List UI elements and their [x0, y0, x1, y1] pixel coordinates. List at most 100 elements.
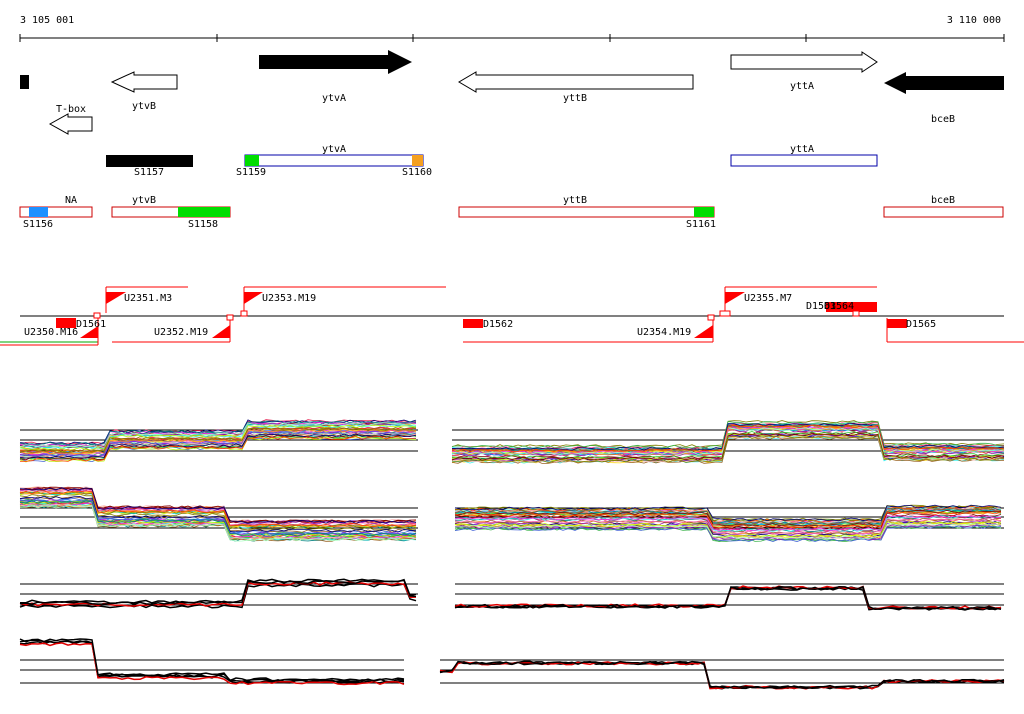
promoter-u2351-flag-icon[interactable]: [106, 292, 126, 304]
expression-trace: [19, 429, 417, 456]
expression-trace: [439, 660, 1005, 690]
feature-d1561-label: D1561: [76, 319, 106, 330]
feature-d1562-block[interactable]: [463, 319, 483, 328]
expression-trace: [451, 436, 1005, 464]
expression-trace: [19, 424, 417, 451]
expression-trace: [454, 507, 1002, 525]
expression-trace: [19, 493, 417, 531]
segment-s1156-label: S1156: [23, 219, 53, 230]
expression-trace: [19, 500, 417, 537]
expression-trace: [19, 500, 417, 538]
segment-yttB-box-label: yttB: [563, 195, 587, 206]
expression-trace: [19, 491, 417, 528]
segment-s1161[interactable]: [694, 207, 714, 217]
expression-trace: [19, 583, 417, 609]
gene-bceB-arrow[interactable]: [884, 72, 1004, 94]
terminator-hairpin-icon: [719, 310, 731, 317]
expression-trace: [439, 660, 1005, 690]
terminator-hairpin-icon: [852, 310, 860, 317]
expression-trace: [454, 515, 1002, 532]
segment-s1159[interactable]: [245, 155, 259, 166]
terminator-hairpin-icon: [240, 310, 248, 317]
feature-u2351-label: U2351.M3: [124, 293, 172, 304]
segment-s1157-label: S1157: [134, 167, 164, 178]
terminator-hairpin-icon: [93, 312, 101, 319]
feature-d1565-block[interactable]: [887, 319, 907, 328]
expression-trace: [19, 491, 417, 528]
gene-yttB-arrow[interactable]: [458, 71, 694, 93]
left-gene-stub[interactable]: [20, 75, 29, 89]
gene-bceB-label: bceB: [931, 114, 955, 125]
segment-s1158[interactable]: [178, 207, 230, 217]
expression-trace: [19, 579, 417, 605]
gene-yttA-arrow[interactable]: [730, 51, 878, 73]
expression-trace: [454, 511, 1002, 529]
terminator-hairpin-icon: [226, 314, 234, 321]
promoter-u2352-flag-icon[interactable]: [212, 325, 230, 338]
coordinate-ruler: 3 105 001 3 110 000: [19, 15, 1005, 42]
expression-trace: [451, 431, 1005, 459]
gene-ytvB-arrow[interactable]: [110, 71, 178, 93]
expression-trace: [20, 435, 417, 462]
feature-d1563-block[interactable]: [826, 302, 877, 312]
expression-trace: [19, 581, 417, 607]
gene-ytvA-label: ytvA: [322, 93, 346, 104]
segment-yttA-box[interactable]: [730, 154, 878, 167]
expression-trace: [19, 578, 417, 604]
segment-s1158-label: S1158: [188, 219, 218, 230]
feature-d1565-label: D1565: [906, 319, 936, 330]
expression-trace: [19, 490, 417, 527]
gene-ytvA-arrow[interactable]: [259, 50, 412, 74]
segment-ytvA-box-label: ytvA: [322, 144, 346, 155]
expression-trace: [451, 424, 1005, 453]
feature-d1563-label: D1563: [806, 301, 836, 312]
expression-trace: [19, 639, 405, 683]
expression-trace: [439, 661, 1005, 690]
promoter-u2350-flag-icon[interactable]: [80, 326, 98, 338]
gene-tbox-arrow[interactable]: [48, 113, 93, 135]
segment-ytvA-box[interactable]: [244, 154, 424, 167]
expression-trace: [19, 422, 417, 449]
expression-panels: [19, 419, 1005, 690]
promoter-u2354-flag-icon[interactable]: [694, 325, 713, 338]
expression-traces: [19, 419, 1005, 690]
expression-trace: [19, 420, 417, 446]
segment-yttB-box[interactable]: [458, 206, 715, 218]
segment-s1156[interactable]: [29, 207, 48, 217]
feature-u2354-label: U2354.M19: [637, 327, 691, 338]
expression-trace: [451, 421, 1005, 449]
promoter-u2353-flag-icon[interactable]: [244, 292, 263, 304]
feature-u2355-label: U2355.M7: [744, 293, 792, 304]
segment-na-box[interactable]: [19, 206, 93, 218]
expression-trace: [454, 525, 1002, 543]
expression-trace: [454, 520, 1002, 538]
expression-trace: [19, 487, 417, 524]
feature-d1561-block[interactable]: [56, 318, 76, 328]
expression-trace: [454, 509, 1002, 527]
segment-yttA-box-label: yttA: [790, 144, 814, 155]
segment-s1160[interactable]: [412, 155, 423, 166]
expression-trace: [451, 432, 1005, 461]
expression-trace: [454, 505, 1002, 523]
terminator-hairpin-icon: [707, 314, 715, 321]
expression-trace: [454, 504, 1002, 522]
feature-u2350-label: U2350.M16: [24, 327, 78, 338]
segment-s1160-label: S1160: [402, 167, 432, 178]
ruler-ticks: [19, 34, 1005, 42]
segment-s1157[interactable]: [106, 155, 193, 167]
gene-ytvB-label: ytvB: [132, 101, 156, 112]
promoter-u2355-flag-icon[interactable]: [725, 292, 745, 304]
expression-trace: [451, 435, 1005, 463]
segment-s1159-label: S1159: [236, 167, 266, 178]
expression-trace: [19, 419, 417, 446]
expression-trace: [454, 517, 1001, 535]
gene-track: ytvB T-box ytvA yttB yttA bceB: [20, 50, 1004, 135]
expression-trace: [19, 499, 417, 536]
segment-track-2: NA S1156 ytvB S1158 yttB S1161 bceB: [19, 195, 1004, 230]
expression-trace: [19, 504, 417, 542]
expression-trace: [454, 521, 1002, 539]
panel-4-left: [20, 659, 404, 684]
segment-bceB-box[interactable]: [883, 206, 1004, 218]
expression-trace: [19, 642, 405, 686]
